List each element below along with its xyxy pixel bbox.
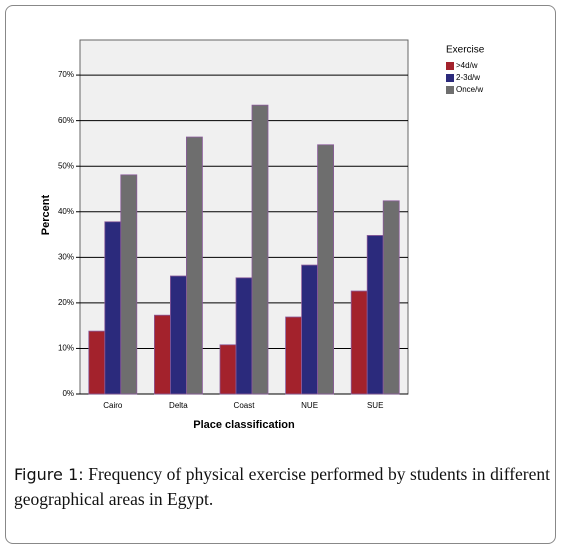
y-tick-label: 10% [58,344,74,353]
bar [366,235,384,395]
legend-swatch [446,86,454,94]
bar [317,144,335,395]
bar [153,314,171,395]
legend-label: >4d/w [456,61,478,70]
x-axis-title: Place classification [193,419,295,431]
legend-title: Exercise [446,45,485,56]
y-tick-label: 50% [58,161,74,170]
x-tick-label: Cairo [103,401,123,410]
legend-swatch [446,74,454,82]
x-tick-label: Coast [234,401,256,410]
bar [169,275,187,395]
legend-label: 2-3d/w [456,73,480,82]
y-tick-label: 20% [58,298,74,307]
bar [350,290,368,395]
bar [285,316,303,395]
bar [235,277,253,395]
x-tick-label: Delta [169,401,188,410]
y-tick-label: 70% [58,70,74,79]
x-tick-label: SUE [367,401,383,410]
y-axis-title: Percent [40,194,52,235]
caption-label: Figure 1: [14,465,84,484]
y-tick-label: 0% [62,389,74,398]
bar [88,330,106,395]
figure-frame [5,5,556,544]
y-tick-label: 40% [58,207,74,216]
caption: Figure 1: Frequency of physical exercise… [14,462,550,511]
chart: Percent Place classification Exercise 0%… [40,39,485,431]
bar [301,264,319,395]
bar [120,174,138,395]
legend-swatch [446,62,454,70]
bar [185,136,203,395]
y-tick-label: 60% [58,116,74,125]
bar [104,221,122,395]
x-tick-label: NUE [301,401,318,410]
caption-text: Frequency of physical exercise performed… [14,464,551,509]
legend-label: Once/w [456,85,483,94]
y-tick-label: 30% [58,252,74,261]
bar [251,104,269,395]
bar [219,344,237,395]
bar [382,200,400,395]
